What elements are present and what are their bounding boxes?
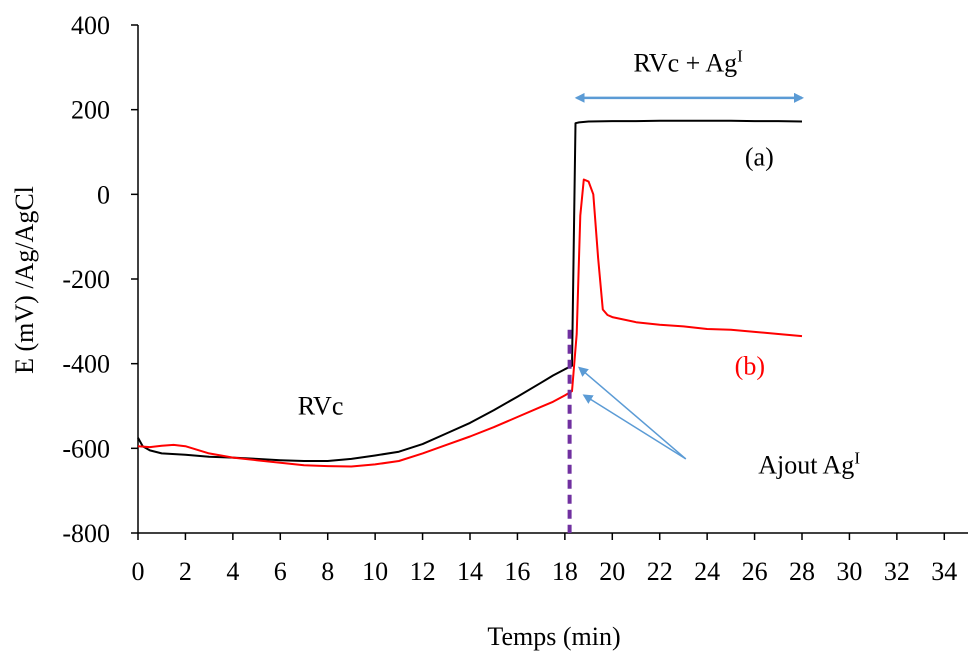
x-tick-label: 6 xyxy=(274,557,287,586)
x-tick-label: 16 xyxy=(504,557,530,586)
x-tick-label: 10 xyxy=(362,557,388,586)
series-a-label: (a) xyxy=(745,143,774,172)
series-layer xyxy=(137,119,803,468)
annotation-layer: RVc + AgI RVc (a) (b) Ajout AgI xyxy=(298,47,860,533)
ajout-label: Ajout AgI xyxy=(758,449,860,480)
x-tick-label: 20 xyxy=(599,557,625,586)
series-line-a xyxy=(137,119,803,462)
x-tick-label: 12 xyxy=(410,557,436,586)
y-tick-label: -200 xyxy=(62,265,110,294)
y-tick-label: -800 xyxy=(62,519,110,548)
rvc-label: RVc xyxy=(298,391,344,420)
x-axis-title: Temps (min) xyxy=(487,622,620,651)
x-tick-label: 24 xyxy=(694,557,720,586)
series-b-label: (b) xyxy=(735,351,765,380)
x-tick-label: 14 xyxy=(457,557,483,586)
x-tick-label: 22 xyxy=(647,557,673,586)
x-tick-label: 0 xyxy=(132,557,145,586)
y-tick-label: -400 xyxy=(62,350,110,379)
x-tick-label: 32 xyxy=(884,557,910,586)
ajout-arrow-1 xyxy=(578,366,687,460)
x-tick-label: 26 xyxy=(742,557,768,586)
series-line-b xyxy=(137,178,803,468)
x-tick-label: 2 xyxy=(179,557,192,586)
y-tick-label: 0 xyxy=(97,180,110,209)
y-tick-label: 400 xyxy=(71,11,110,40)
x-tick-label: 28 xyxy=(789,557,815,586)
y-tick-label: -600 xyxy=(62,434,110,463)
x-tick-label: 34 xyxy=(931,557,957,586)
ajout-arrow-2 xyxy=(582,394,687,460)
y-axis-title: E (mV) /Ag/AgCl xyxy=(10,186,39,374)
x-tick-label: 30 xyxy=(836,557,862,586)
x-tick-label: 4 xyxy=(226,557,239,586)
x-tick-label: 8 xyxy=(321,557,334,586)
y-tick-label: 200 xyxy=(71,96,110,125)
rvc-ag-label: RVc + AgI xyxy=(634,47,744,78)
x-tick-label: 18 xyxy=(552,557,578,586)
